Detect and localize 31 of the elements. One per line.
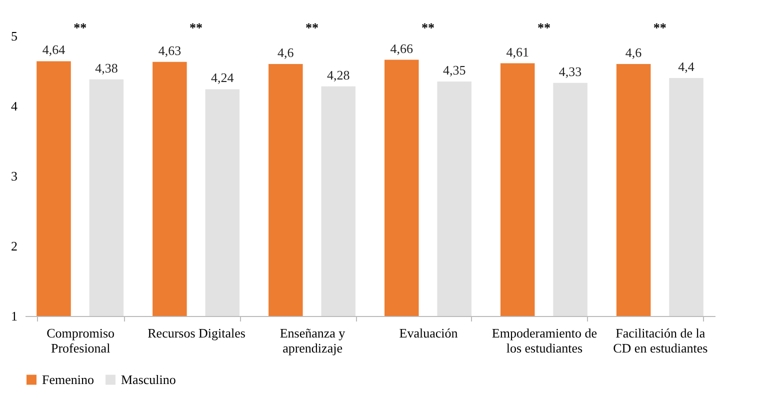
text: **	[421, 20, 434, 35]
x-tick-label: Recursos Digitales	[148, 326, 246, 340]
data-label: 4,64	[42, 42, 66, 58]
data-label: 4,24	[211, 70, 234, 86]
text: **	[74, 20, 87, 35]
y-tick-label: 2	[11, 238, 18, 254]
data-label: 4,66	[390, 40, 414, 56]
legend-label: Masculino	[121, 372, 176, 387]
text: **	[653, 20, 666, 35]
data-label: 4,4	[678, 59, 695, 74]
y-tick-label: 4	[11, 98, 18, 114]
text: **	[306, 20, 319, 35]
x-tick-label: Enseñanza y aprendizaje	[280, 326, 346, 356]
legend-label: Femenino	[42, 372, 94, 387]
data-label: 4,33	[558, 64, 582, 79]
y-tick-label: 1	[11, 308, 18, 324]
data-label: 4,61	[506, 44, 529, 60]
x-tick-label: Facilitación de la CD en estudiantes	[613, 326, 708, 356]
text: **	[190, 20, 203, 35]
x-tick-label: Evaluación	[399, 326, 458, 340]
data-label: 4,38	[95, 60, 118, 76]
x-tick-label: Empoderamiento de los estudiantes	[492, 326, 598, 356]
text: **	[537, 20, 550, 35]
data-label: 4,6	[625, 45, 642, 60]
data-label: 4,6	[278, 45, 294, 60]
y-tick-label: 5	[11, 28, 18, 44]
y-tick-label: 3	[11, 168, 18, 184]
data-label: 4,35	[442, 62, 466, 78]
data-label: 4,28	[327, 67, 350, 82]
data-label: 4,63	[158, 42, 182, 58]
x-tick-label: Compromiso Profesional	[46, 326, 115, 356]
